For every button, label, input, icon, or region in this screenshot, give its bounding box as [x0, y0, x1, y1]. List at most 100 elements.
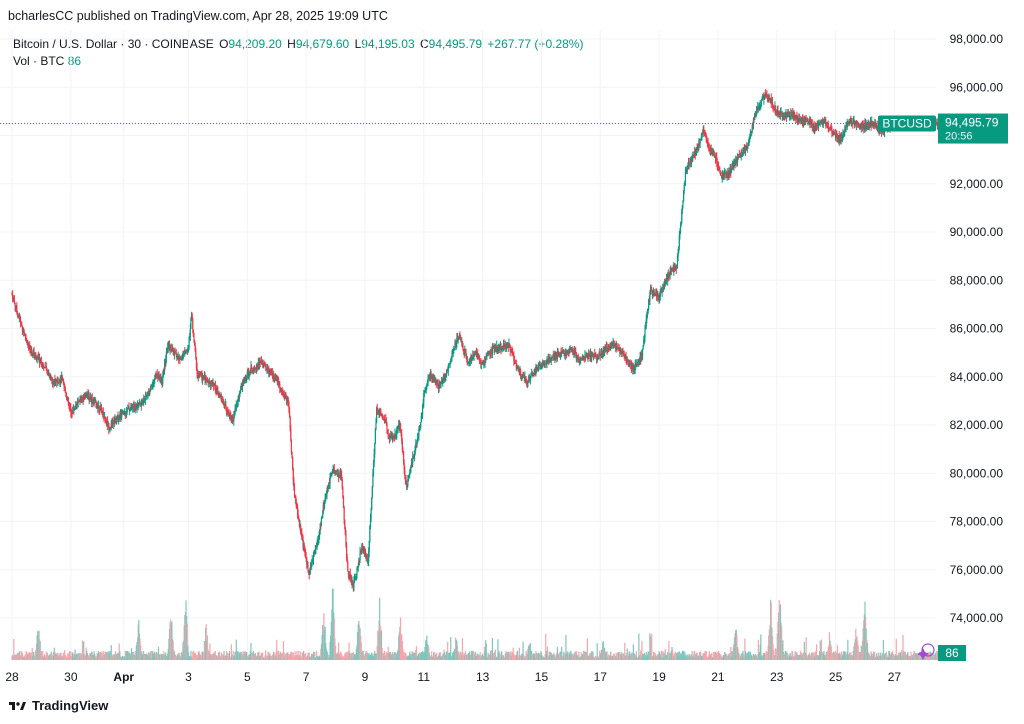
volume-bar [498, 651, 500, 660]
volume-bar [89, 653, 91, 660]
volume-bar [342, 656, 345, 660]
volume-bar [448, 654, 450, 660]
volume-bar [651, 655, 653, 660]
volume-bar [774, 648, 777, 660]
volume-bar [109, 650, 111, 660]
candle-body [602, 348, 604, 354]
volume-bar [244, 651, 247, 660]
volume-bar [724, 652, 726, 660]
candle-body [406, 485, 408, 487]
candle-body [50, 377, 52, 379]
candle-body [566, 352, 568, 355]
volume-bar [739, 655, 741, 660]
volume-label[interactable]: Vol · BTC [13, 54, 65, 68]
candle-body [592, 355, 595, 358]
volume-bar [612, 655, 614, 660]
candle-body [321, 517, 323, 519]
volume-bar [743, 657, 745, 660]
volume-bar [839, 654, 842, 660]
volume-bar [354, 656, 356, 660]
volume-bar [127, 652, 130, 660]
candle-body [461, 341, 463, 344]
volume-bar [417, 655, 419, 660]
volume-bar [780, 623, 782, 660]
volume-bar [927, 653, 929, 660]
candle-body [369, 518, 372, 527]
candle-body [731, 165, 733, 171]
volume-bar [17, 654, 19, 660]
candle-body [462, 343, 464, 351]
volume-bar [20, 650, 22, 660]
candle-body [278, 383, 280, 385]
candle-body [417, 436, 419, 438]
candle-body [747, 143, 749, 147]
volume-bar [29, 651, 31, 660]
volume-bar [599, 650, 601, 660]
volume-bar [803, 641, 805, 660]
volume-bar [420, 652, 422, 660]
candle-body [308, 570, 310, 575]
candle-body [830, 128, 832, 129]
candle-body [257, 362, 259, 368]
volume-bar [56, 653, 58, 660]
candle-body [755, 109, 758, 115]
volume-bar [821, 655, 823, 660]
volume-bar [240, 651, 242, 660]
volume-bar [936, 651, 938, 660]
candle-body [559, 355, 561, 357]
volume-bar [733, 637, 736, 660]
volume-bar [510, 651, 512, 660]
candle-body [622, 351, 624, 353]
volume-bar [239, 657, 242, 660]
candle-body [559, 352, 562, 357]
volume-bar [835, 654, 837, 660]
volume-bar [755, 655, 758, 660]
volume-bar [836, 645, 839, 660]
candle-body [822, 123, 824, 125]
candle-body [108, 423, 110, 430]
candle-body [228, 413, 230, 416]
candle-body [708, 147, 710, 149]
price-chart[interactable]: 74,000.0076,000.0078,000.0080,000.0082,0… [0, 0, 1024, 690]
candle-body [817, 124, 819, 129]
volume-bar [784, 650, 786, 660]
candle-body [459, 338, 462, 340]
candle-body [464, 350, 467, 353]
volume-bar [771, 635, 774, 660]
candle-body [139, 403, 141, 405]
volume-bar [899, 652, 902, 660]
volume-bar [483, 646, 486, 660]
volume-bar [670, 650, 672, 660]
candle-body [291, 451, 293, 458]
candle-body [549, 357, 551, 361]
candle-body [330, 476, 332, 479]
footer-brand-text[interactable]: TradingView [32, 698, 109, 713]
candle-body [423, 392, 425, 403]
candle-body [201, 375, 204, 381]
volume-bar [181, 652, 183, 660]
candle-body [318, 535, 320, 540]
volume-bar [118, 643, 120, 660]
candle-body [164, 363, 166, 365]
volume-bar [668, 640, 670, 660]
volume-bar [406, 655, 408, 660]
volume-bar [576, 655, 579, 660]
candle-body [143, 399, 145, 403]
volume-bar [848, 654, 850, 660]
candle-body [821, 122, 823, 123]
volume-bar [94, 653, 96, 660]
symbol-label[interactable]: Bitcoin / U.S. Dollar · 30 · COINBASE [13, 37, 214, 51]
volume-bar [575, 654, 577, 660]
volume-bar [865, 617, 867, 660]
candle-body [802, 120, 804, 123]
volume-bar [330, 622, 332, 660]
candle-body [837, 138, 839, 141]
candle-body [526, 381, 528, 384]
volume-bar [572, 655, 574, 660]
candle-body [304, 551, 306, 553]
volume-bar [655, 656, 657, 660]
volume-bar [534, 653, 536, 660]
candle-body [558, 352, 560, 356]
candle-body [420, 422, 422, 428]
volume-bar [208, 650, 210, 660]
